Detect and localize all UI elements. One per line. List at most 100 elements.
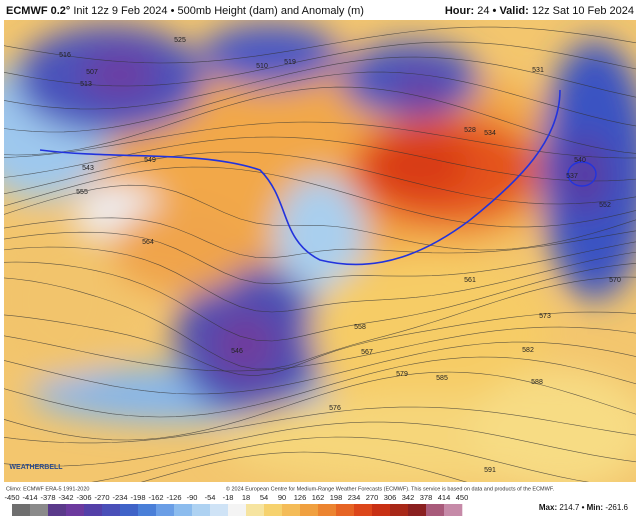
height-contour bbox=[4, 421, 636, 467]
height-contour bbox=[4, 231, 636, 285]
colorbar-swatch bbox=[246, 504, 265, 516]
colorbar-swatch bbox=[210, 504, 229, 516]
colorbar-swatch bbox=[174, 504, 193, 516]
colorbar-swatch bbox=[192, 504, 211, 516]
height-contour bbox=[4, 41, 636, 87]
contour-label: 516 bbox=[59, 52, 71, 59]
colorbar-swatch bbox=[354, 504, 373, 516]
height-contour bbox=[4, 86, 636, 156]
colorbar-swatch bbox=[426, 504, 445, 516]
contour-label: 519 bbox=[284, 59, 296, 66]
colorbar-label: -198 bbox=[130, 493, 145, 502]
colorbar-swatch bbox=[48, 504, 67, 516]
colorbar-label: 270 bbox=[366, 493, 379, 502]
colorbar-label: 54 bbox=[260, 493, 268, 502]
contour-label: 555 bbox=[76, 189, 88, 196]
contour-label: 540 bbox=[574, 157, 586, 164]
contour-label: 510 bbox=[256, 63, 268, 70]
contour-label: 534 bbox=[484, 130, 496, 137]
contour-label: 579 bbox=[396, 371, 408, 378]
anomaly-shading bbox=[110, 205, 250, 295]
colorbar-label: -234 bbox=[112, 493, 127, 502]
colorbar-swatch bbox=[408, 504, 427, 516]
colorbar-label: -378 bbox=[40, 493, 55, 502]
anomaly-shading bbox=[200, 23, 340, 87]
colorbar-label: 198 bbox=[330, 493, 343, 502]
contour-540 bbox=[39, 89, 561, 266]
colorbar-label: 306 bbox=[384, 493, 397, 502]
height-contour bbox=[4, 341, 636, 395]
contour-label: 558 bbox=[354, 324, 366, 331]
header-title: ECMWF 0.2° Init 12z 9 Feb 2024 • 500mb H… bbox=[6, 5, 364, 17]
colorbar-swatch bbox=[372, 504, 391, 516]
height-contour bbox=[4, 371, 636, 441]
max-min: Max: 214.7 • Min: -261.6 bbox=[539, 503, 629, 512]
contour-label: 528 bbox=[464, 127, 476, 134]
header-valid: Hour: 24 • Valid: 12z Sat 10 Feb 2024 bbox=[445, 5, 634, 17]
colorbar-label: 234 bbox=[348, 493, 361, 502]
colorbar-label: -306 bbox=[76, 493, 91, 502]
colorbar-swatch bbox=[120, 504, 139, 516]
contour-label: 549 bbox=[144, 157, 156, 164]
colorbar-label: 450 bbox=[456, 493, 469, 502]
colorbar-label: -450 bbox=[4, 493, 19, 502]
colorbar-label: -414 bbox=[22, 493, 37, 502]
colorbar-label: -270 bbox=[94, 493, 109, 502]
height-contour bbox=[140, 451, 468, 482]
height-contour bbox=[4, 276, 636, 370]
height-contour bbox=[4, 136, 636, 182]
climo-note: Climo: ECMWF ERA-5 1991-2020 bbox=[6, 486, 89, 492]
colorbar-swatch bbox=[102, 504, 121, 516]
colorbar-label: -162 bbox=[148, 493, 163, 502]
height-contour bbox=[4, 166, 636, 228]
height-contour bbox=[4, 71, 636, 133]
height-contour bbox=[4, 56, 636, 110]
height-contour bbox=[4, 217, 636, 259]
colorbar-swatch bbox=[138, 504, 157, 516]
height-contour bbox=[4, 311, 636, 377]
contour-label: 531 bbox=[532, 67, 544, 74]
height-contour bbox=[4, 26, 636, 64]
contour-label: 552 bbox=[599, 202, 611, 209]
colorbar-label: 414 bbox=[438, 493, 451, 502]
contour-label: 582 bbox=[522, 347, 534, 354]
colorbar-swatch bbox=[66, 504, 85, 516]
anomaly-shading bbox=[390, 72, 450, 108]
height-contour bbox=[91, 436, 590, 482]
height-contour bbox=[4, 121, 636, 159]
contour-label: 543 bbox=[82, 165, 94, 172]
colorbar-swatch bbox=[444, 504, 463, 516]
colorbar-label: -18 bbox=[223, 493, 234, 502]
colorbar-label: -126 bbox=[166, 493, 181, 502]
anomaly-shading bbox=[370, 135, 470, 195]
closed-low bbox=[567, 161, 597, 187]
contour-label: 576 bbox=[329, 405, 341, 412]
colorbar-swatch bbox=[264, 504, 283, 516]
anomaly-shading bbox=[210, 310, 280, 380]
height-contour bbox=[4, 246, 636, 313]
copyright: © 2024 European Centre for Medium-Range … bbox=[226, 485, 555, 492]
height-contour bbox=[4, 151, 636, 205]
contour-label: 546 bbox=[231, 348, 243, 355]
contour-label: 591 bbox=[484, 467, 496, 474]
height-contour bbox=[4, 184, 636, 251]
anomaly-shading bbox=[275, 175, 365, 295]
colorbar-label: 126 bbox=[294, 493, 307, 502]
colorbar-swatch bbox=[12, 504, 31, 516]
height-contour bbox=[4, 261, 636, 342]
contour-label: 561 bbox=[464, 277, 476, 284]
contour-label: 564 bbox=[142, 239, 154, 246]
colorbar-swatch bbox=[30, 504, 49, 516]
height-contour bbox=[4, 406, 636, 444]
contour-label: 588 bbox=[531, 379, 543, 386]
contour-label: 585 bbox=[436, 375, 448, 382]
height-contour bbox=[4, 356, 636, 418]
anomaly-shading bbox=[470, 370, 636, 482]
colorbar-label: 342 bbox=[402, 493, 415, 502]
colorbar-label: 18 bbox=[242, 493, 250, 502]
colorbar-label: -342 bbox=[58, 493, 73, 502]
colorbar-swatch bbox=[228, 504, 247, 516]
colorbar-label: 378 bbox=[420, 493, 433, 502]
colorbar-swatch bbox=[390, 504, 409, 516]
